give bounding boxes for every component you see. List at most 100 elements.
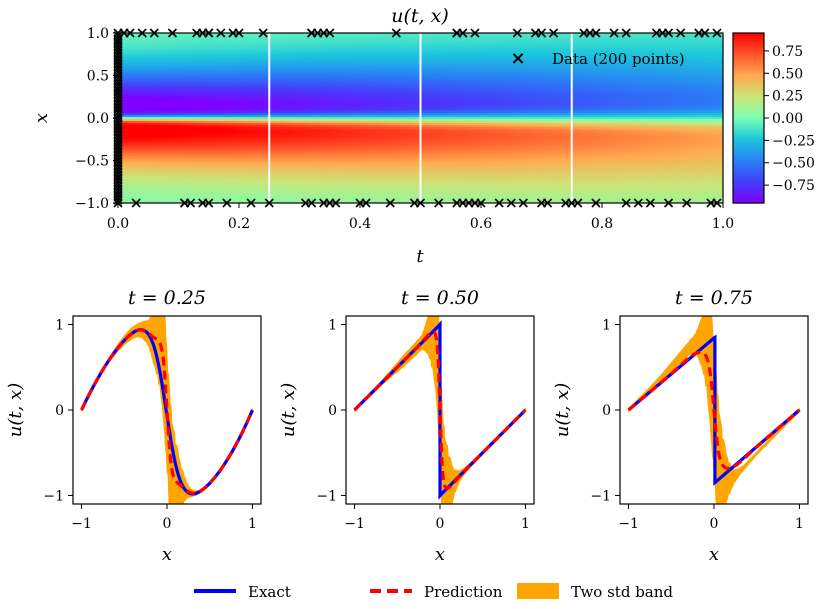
heatmap-cell [298, 43, 304, 46]
heatmap-cell [123, 79, 129, 82]
heatmap-cell [313, 109, 319, 112]
heatmap-cell [288, 185, 294, 188]
heatmap-cell [368, 197, 374, 200]
heatmap-cell [318, 81, 324, 84]
heatmap-cell [368, 61, 374, 64]
heatmap-cell [193, 47, 199, 50]
heatmap-cell [273, 187, 279, 190]
heatmap-cell [253, 123, 259, 126]
heatmap-cell [128, 113, 134, 116]
heatmap-cell [198, 147, 204, 150]
heatmap-cell [178, 87, 184, 90]
heatmap-cell [163, 169, 169, 172]
heatmap-cell [248, 191, 254, 194]
heatmap-cell [228, 197, 234, 200]
heatmap-cell [143, 59, 149, 62]
heatmap-cell [328, 121, 334, 124]
heatmap-cell [353, 101, 359, 104]
heatmap-cell [323, 183, 329, 186]
heatmap-cell [213, 81, 219, 84]
heatmap-cell [363, 107, 369, 110]
heatmap-cell [233, 125, 239, 128]
heatmap-cell [178, 159, 184, 162]
heatmap-cell [358, 113, 364, 116]
heatmap-cell [168, 171, 174, 174]
heatmap-cell [383, 61, 389, 64]
heatmap-cell [203, 77, 209, 80]
heatmap-cell [143, 177, 149, 180]
heatmap-cell [253, 109, 259, 112]
heatmap-cell [198, 145, 204, 148]
heatmap-cell [343, 63, 349, 66]
heatmap-cell [358, 145, 364, 148]
heatmap-cell [213, 143, 219, 146]
heatmap-cell [303, 87, 309, 90]
heatmap-cell [338, 119, 344, 122]
heatmap-cell [353, 151, 359, 154]
heatmap-cell [233, 105, 239, 108]
heatmap-cell [193, 167, 199, 170]
heatmap-cell [198, 177, 204, 180]
heatmap-cell [213, 79, 219, 82]
heatmap-cell [293, 201, 299, 203]
heatmap-cell [353, 125, 359, 128]
heatmap-cell [248, 195, 254, 198]
heatmap-cell [208, 163, 214, 166]
heatmap-cell [148, 135, 154, 138]
heatmap-cell [273, 111, 279, 114]
heatmap-cell [288, 131, 294, 134]
heatmap-cell [293, 135, 299, 138]
heatmap-cell [213, 125, 219, 128]
heatmap-cell [138, 73, 144, 76]
heatmap-cell [358, 95, 364, 98]
heatmap-cell [233, 193, 239, 196]
heatmap-cell [273, 89, 279, 92]
heatmap-cell [213, 91, 219, 94]
heatmap-cell [338, 185, 344, 188]
heatmap-cell [163, 131, 169, 134]
heatmap-cell [158, 85, 164, 88]
heatmap-cell [233, 59, 239, 62]
heatmap-cell [158, 145, 164, 148]
heatmap-cell [313, 107, 319, 110]
heatmap-cell [178, 141, 184, 144]
heatmap-cell [323, 193, 329, 196]
heatmap-cell [258, 73, 264, 76]
heatmap-cell [343, 173, 349, 176]
heatmap-cell [158, 181, 164, 184]
heatmap-cell [293, 179, 299, 182]
heatmap-cell [318, 169, 324, 172]
heatmap-cell [198, 185, 204, 188]
heatmap-cell [128, 177, 134, 180]
heatmap-cell [343, 145, 349, 148]
heatmap-cell [378, 181, 384, 184]
heatmap-cell [138, 41, 144, 44]
heatmap-cell [218, 61, 224, 64]
heatmap-cell [228, 79, 234, 82]
heatmap-cell [153, 75, 159, 78]
heatmap-cell [143, 43, 149, 46]
heatmap-cell [128, 157, 134, 160]
heatmap-cell [138, 153, 144, 156]
heatmap-cell [258, 111, 264, 114]
heatmap-cell [183, 141, 189, 144]
heatmap-cell [263, 65, 269, 68]
heatmap-cell [283, 77, 289, 80]
heatmap-cell [378, 183, 384, 186]
heatmap-cell [128, 199, 134, 202]
heatmap-cell [193, 77, 199, 80]
heatmap-cell [313, 67, 319, 70]
heatmap-cell [208, 189, 214, 192]
heatmap-cell [213, 121, 219, 124]
heatmap-cell [273, 173, 279, 176]
heatmap-cell [288, 107, 294, 110]
heatmap-cell [343, 117, 349, 120]
heatmap-cell [378, 49, 384, 52]
heatmap-cell [143, 61, 149, 64]
heatmap-cell [293, 107, 299, 110]
heatmap-cell [303, 113, 309, 116]
heatmap-cell [193, 195, 199, 198]
heatmap-cell [213, 57, 219, 60]
heatmap-cell [293, 55, 299, 58]
heatmap-cell [378, 45, 384, 48]
